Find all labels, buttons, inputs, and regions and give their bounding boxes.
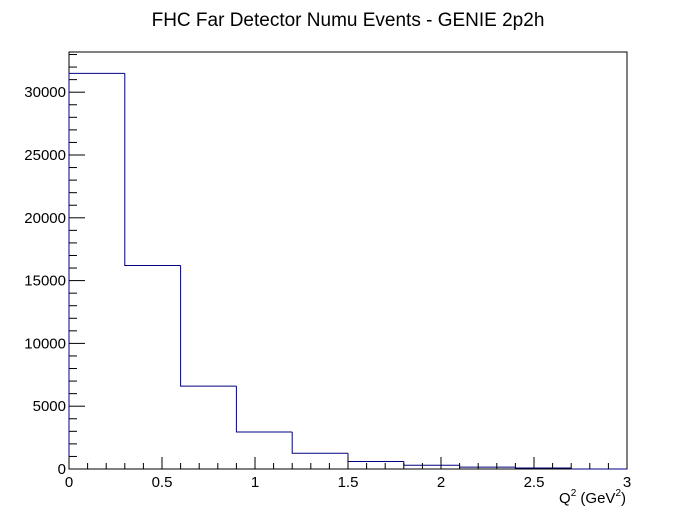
y-tick-label: 10000 <box>24 335 66 352</box>
y-tick-label: 0 <box>58 461 66 478</box>
x-tick-label: 2.5 <box>524 474 545 491</box>
y-tick-label: 15000 <box>24 273 66 290</box>
x-tick-label: 1.5 <box>338 474 359 491</box>
x-tick-label: 3 <box>623 474 631 491</box>
x-tick-label: 2 <box>437 474 445 491</box>
histogram-bin <box>291 431 348 454</box>
y-tick-label: 5000 <box>33 398 66 415</box>
y-tick-label: 25000 <box>24 147 66 164</box>
histogram-bin <box>180 265 237 387</box>
x-axis-label-sup2: 2 <box>615 488 621 499</box>
x-tick-label: 0 <box>65 474 73 491</box>
x-axis-label: Q2 (GeV2) <box>559 488 626 507</box>
x-axis-label-sup1: 2 <box>571 488 577 499</box>
x-axis-ticks: 0 0.5 1 1.5 2 2.5 3 <box>65 457 631 491</box>
y-tick-label: 30000 <box>24 84 66 101</box>
y-axis-ticks: 0 5000 10000 15000 20000 25000 30000 <box>24 54 85 478</box>
x-tick-label: 0.5 <box>152 474 173 491</box>
histogram-bin <box>124 73 181 267</box>
y-tick-label: 20000 <box>24 210 66 227</box>
histogram-bin <box>235 386 293 433</box>
histogram-bin <box>68 72 125 469</box>
x-tick-label: 1 <box>251 474 259 491</box>
chart-title: FHC Far Detector Numu Events - GENIE 2p2… <box>152 10 545 31</box>
